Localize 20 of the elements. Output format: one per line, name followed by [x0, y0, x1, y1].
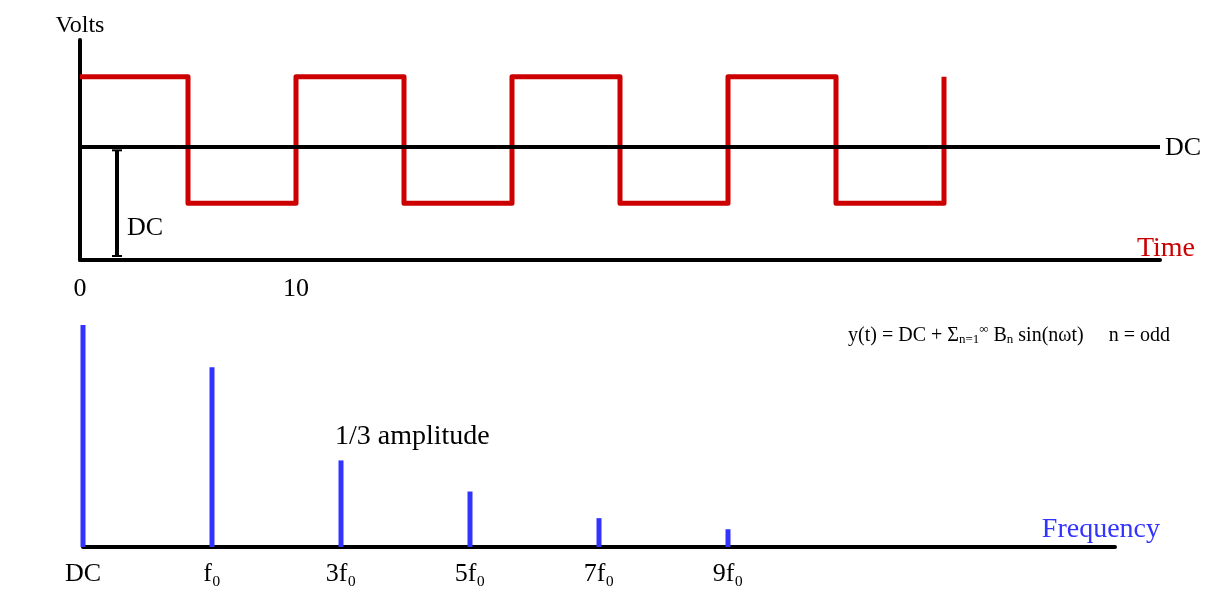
- ref-line-label: DC: [1165, 131, 1202, 161]
- x-axis-title: Time: [1136, 230, 1195, 262]
- bar: [80, 325, 86, 547]
- bar: [725, 529, 731, 547]
- bar: [209, 367, 215, 547]
- bar: [338, 460, 344, 547]
- bar: [467, 491, 473, 547]
- x-axis-title: Frequency: [1041, 511, 1160, 543]
- annotation: DC: [127, 211, 164, 241]
- x-tick-label: 7f₀: [583, 557, 615, 587]
- x-tick-label: 9f₀: [712, 557, 744, 587]
- bar: [596, 518, 602, 547]
- x-tick-label: f₀: [203, 557, 221, 587]
- x-tick-label: 3f₀: [325, 557, 357, 587]
- y-axis-title: Volts: [55, 11, 105, 37]
- x-tick-label: DC: [64, 557, 102, 587]
- x-tick-label: 10: [283, 272, 309, 302]
- x-tick-label: 5f₀: [454, 557, 486, 587]
- x-tick-label: 0: [73, 272, 87, 302]
- annotation: 1/3 amplitude: [335, 418, 490, 450]
